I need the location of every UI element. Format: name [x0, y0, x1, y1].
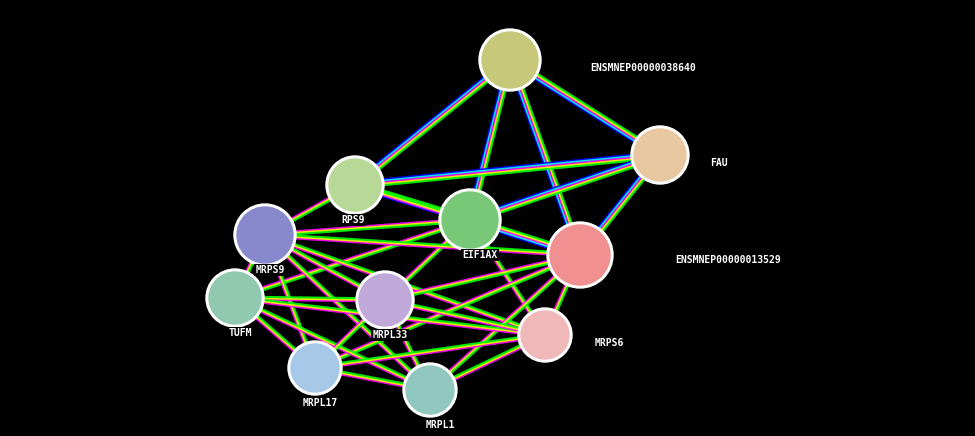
- Text: EIF1AX: EIF1AX: [462, 250, 497, 260]
- Circle shape: [209, 272, 261, 324]
- Circle shape: [403, 363, 457, 417]
- Text: MRPS9: MRPS9: [255, 265, 285, 275]
- Text: TUFM: TUFM: [228, 328, 252, 338]
- Circle shape: [326, 156, 384, 214]
- Circle shape: [406, 366, 454, 414]
- Text: ENSMNEP00000038640: ENSMNEP00000038640: [590, 63, 696, 73]
- Circle shape: [482, 32, 538, 88]
- Text: MRPL1: MRPL1: [425, 420, 454, 430]
- Circle shape: [329, 159, 381, 211]
- Circle shape: [550, 225, 610, 285]
- Circle shape: [479, 29, 541, 91]
- Circle shape: [439, 189, 501, 251]
- Circle shape: [359, 274, 411, 326]
- Text: FAU: FAU: [710, 158, 727, 168]
- Circle shape: [288, 341, 342, 395]
- Circle shape: [631, 126, 689, 184]
- Circle shape: [518, 308, 572, 362]
- Circle shape: [291, 344, 339, 392]
- Text: MRPL17: MRPL17: [302, 398, 337, 408]
- Text: MRPS6: MRPS6: [595, 338, 624, 348]
- Circle shape: [634, 129, 686, 181]
- Circle shape: [206, 269, 264, 327]
- Circle shape: [356, 271, 414, 329]
- Circle shape: [442, 192, 498, 248]
- Circle shape: [547, 222, 613, 288]
- Circle shape: [234, 204, 296, 266]
- Text: ENSMNEP00000013529: ENSMNEP00000013529: [675, 255, 781, 265]
- Circle shape: [237, 207, 293, 263]
- Circle shape: [521, 311, 569, 359]
- Text: RPS9: RPS9: [341, 215, 365, 225]
- Text: MRPL33: MRPL33: [372, 330, 408, 340]
